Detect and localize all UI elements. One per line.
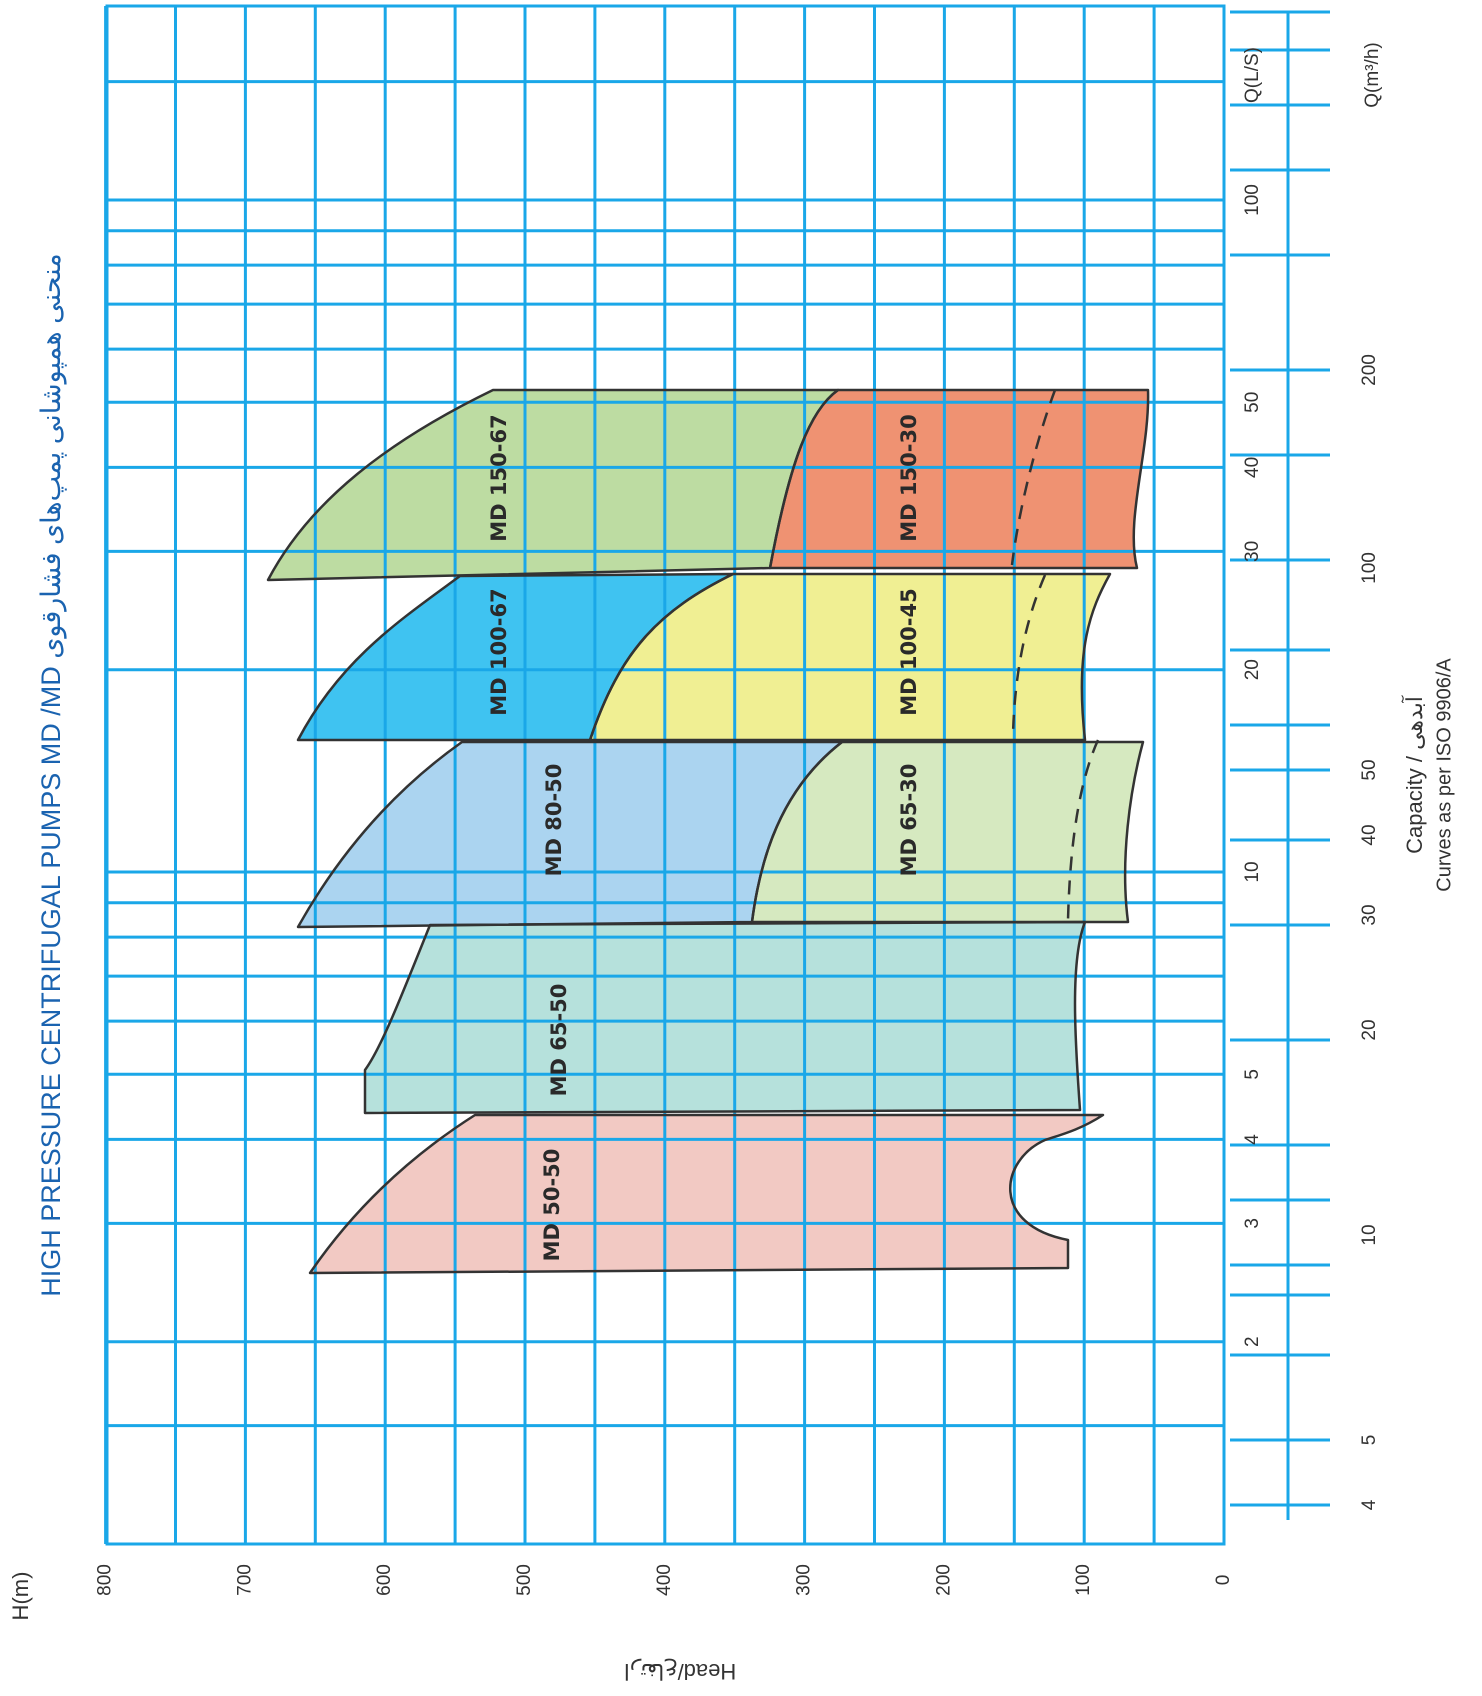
head-axis-label-secondary: Head/ارتفاع — [624, 1658, 737, 1684]
capacity-m3h-tick-label: 50 — [1359, 759, 1380, 780]
capacity-ls-tick-label: 4 — [1242, 1134, 1263, 1145]
region-fill-md-100-45 — [590, 574, 1110, 740]
capacity-ls-tick-label: 10 — [1242, 861, 1263, 882]
head-tick-label: 100 — [1073, 1564, 1094, 1596]
region-fill-md-65-50 — [365, 922, 1085, 1113]
region-fill-md-80-50 — [298, 742, 842, 927]
capacity-axis-label: Capacity / آبدهی — [1401, 695, 1427, 854]
head-tick-label: 800 — [95, 1564, 116, 1596]
capacity-ls-tick-label: 30 — [1242, 541, 1263, 562]
region-outline-md-50-50 — [308, 1113, 1105, 1275]
capacity-ls-tick-label: 20 — [1242, 659, 1263, 680]
grid-lines — [104, 4, 1330, 1546]
series-label-md-150-67: MD 150-67 — [487, 414, 511, 541]
capacity-m3h-tick-label: 5 — [1359, 1435, 1380, 1446]
head-tick-label: 500 — [514, 1564, 535, 1596]
region-labels: MD 50-50 MD 65-50 MD 80-50 MD 65-30 MD 100-6… — [487, 414, 921, 1261]
series-label-md-100-67: MD 100-67 — [487, 588, 511, 715]
capacity-m3h-tick-label: 10 — [1359, 1224, 1380, 1245]
capacity-m3h-tick-label: 100 — [1359, 552, 1380, 584]
capacity-ls-tick-label: 100 — [1242, 184, 1263, 216]
dashed-curve — [1010, 389, 1057, 566]
region-outline-md-65-30 — [750, 740, 1145, 924]
head-tick-label: 600 — [374, 1564, 395, 1596]
head-tick-label: 300 — [794, 1564, 815, 1596]
head-tick-label: 0 — [1213, 1575, 1234, 1586]
region-fill-md-150-67 — [268, 390, 838, 580]
series-label-md-65-50: MD 65-50 — [547, 984, 571, 1097]
region-fills — [268, 390, 1149, 1273]
axis-text: HIGH PRESSURE CENTRIFUGAL PUMPS MD /MD م… — [8, 42, 1455, 1684]
capacity-m3h-unit-label: Q(m³/h) — [1362, 42, 1383, 107]
region-outline-md-150-30 — [768, 388, 1150, 570]
plot-frame — [105, 4, 1226, 1546]
region-outlines — [266, 388, 1150, 1275]
capacity-ls-tick-label: 5 — [1242, 1069, 1263, 1080]
series-label-md-50-50: MD 50-50 — [540, 1149, 564, 1262]
dashed-curve — [1011, 574, 1047, 736]
capacity-ls-tick-label: 50 — [1242, 392, 1263, 413]
capacity-m3h-tick-label: 4 — [1359, 1499, 1380, 1510]
capacity-m3h-tick-label: 30 — [1359, 904, 1380, 925]
head-tick-label: 700 — [234, 1564, 255, 1596]
capacity-ls-tick-label: 40 — [1242, 457, 1263, 478]
capacity-ls-tick-label: 3 — [1242, 1218, 1263, 1229]
reduced-diameter-curves — [1010, 389, 1100, 921]
series-label-md-80-50: MD 80-50 — [542, 764, 566, 877]
region-fill-md-65-30 — [752, 742, 1143, 922]
capacity-m3h-tick-label: 20 — [1359, 1019, 1380, 1040]
tick-labels: 800 700 600 500 400 300 200 100 0 2 3 4 5 10 20 30 40 50 1… — [95, 184, 1380, 1596]
chart-title: HIGH PRESSURE CENTRIFUGAL PUMPS MD /MD م… — [36, 253, 67, 1297]
standard-note: Curves as per ISO 9906/A — [1433, 658, 1455, 892]
dashed-curve — [1066, 739, 1100, 921]
capacity-m3h-tick-label: 200 — [1359, 354, 1380, 386]
region-fill-md-100-67 — [298, 574, 733, 740]
region-outline-md-100-45 — [588, 572, 1112, 742]
capacity-ls-unit-label: Q(L/S) — [1242, 47, 1263, 103]
capacity-m3h-tick-label: 40 — [1359, 824, 1380, 845]
capacity-ls-tick-label: 2 — [1242, 1336, 1263, 1347]
series-label-md-65-30: MD 65-30 — [897, 764, 921, 877]
region-fill-md-150-30 — [770, 390, 1149, 568]
region-fill-md-50-50 — [310, 1115, 1103, 1273]
head-tick-label: 200 — [933, 1564, 954, 1596]
head-axis-label: H(m) — [8, 1572, 33, 1621]
series-label-md-150-30: MD 150-30 — [897, 414, 921, 541]
head-tick-label: 400 — [654, 1564, 675, 1596]
series-label-md-100-45: MD 100-45 — [897, 588, 921, 715]
